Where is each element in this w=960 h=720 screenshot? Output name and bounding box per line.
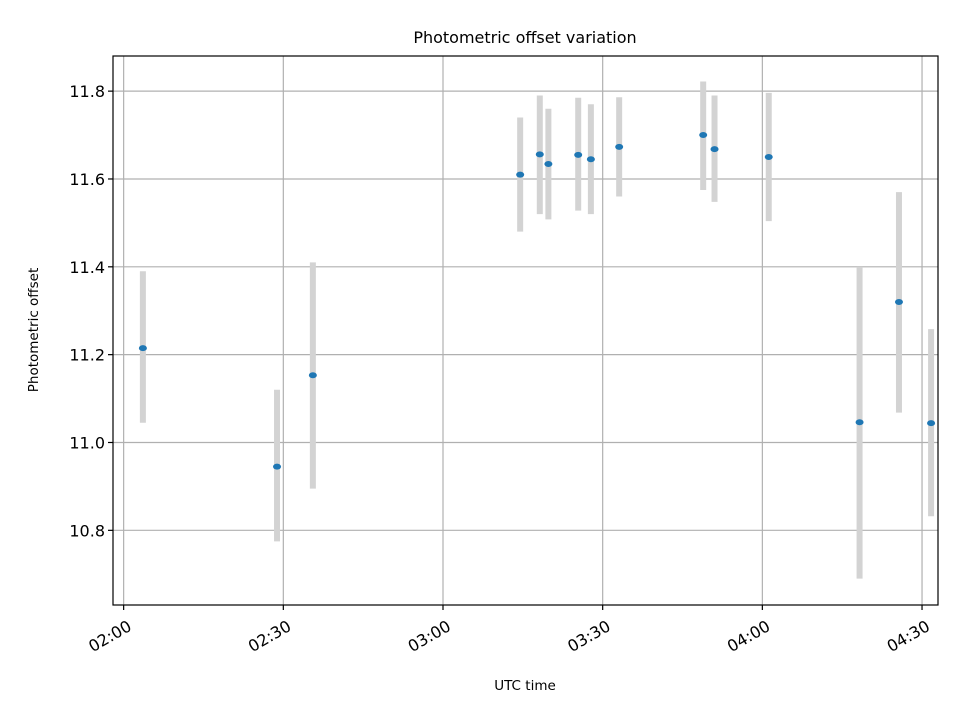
data-point (710, 146, 719, 153)
x-axis-label: UTC time (494, 678, 556, 694)
data-point (535, 151, 544, 158)
y-tick-label: 11.4 (69, 258, 105, 277)
data-point (544, 161, 553, 168)
x-tick-label: 04:00 (724, 616, 773, 656)
y-tick-label: 11.8 (69, 82, 105, 101)
data-point (138, 345, 147, 352)
x-tick-label: 04:30 (884, 616, 933, 656)
grid-layer (113, 56, 938, 605)
point-layer (138, 132, 936, 470)
data-point (308, 372, 317, 379)
chart-title: Photometric offset variation (413, 28, 636, 47)
data-point (699, 132, 708, 139)
data-point (894, 298, 903, 305)
y-tick-label: 10.8 (69, 521, 105, 540)
data-point (764, 154, 773, 161)
data-point (273, 463, 282, 470)
x-tick-label: 03:30 (564, 616, 613, 656)
y-axis-label: Photometric offset (26, 268, 42, 392)
data-point (927, 420, 936, 427)
data-point (574, 151, 583, 158)
data-point (615, 143, 624, 150)
y-tick-label: 11.0 (69, 433, 105, 452)
x-tick-label: 03:00 (405, 616, 454, 656)
plot-frame (112, 55, 939, 606)
tick-layer: 10.8 11.0 11.2 11.4 11.6 11.8 02:00 02:30 03:00 0… (69, 82, 933, 656)
data-point (586, 156, 595, 163)
y-tick-label: 11.6 (69, 170, 105, 189)
x-tick-label: 02:00 (85, 616, 134, 656)
y-tick-label: 11.2 (69, 346, 105, 365)
data-point (855, 419, 864, 426)
data-point (516, 171, 525, 178)
x-tick-label: 02:30 (245, 616, 294, 656)
